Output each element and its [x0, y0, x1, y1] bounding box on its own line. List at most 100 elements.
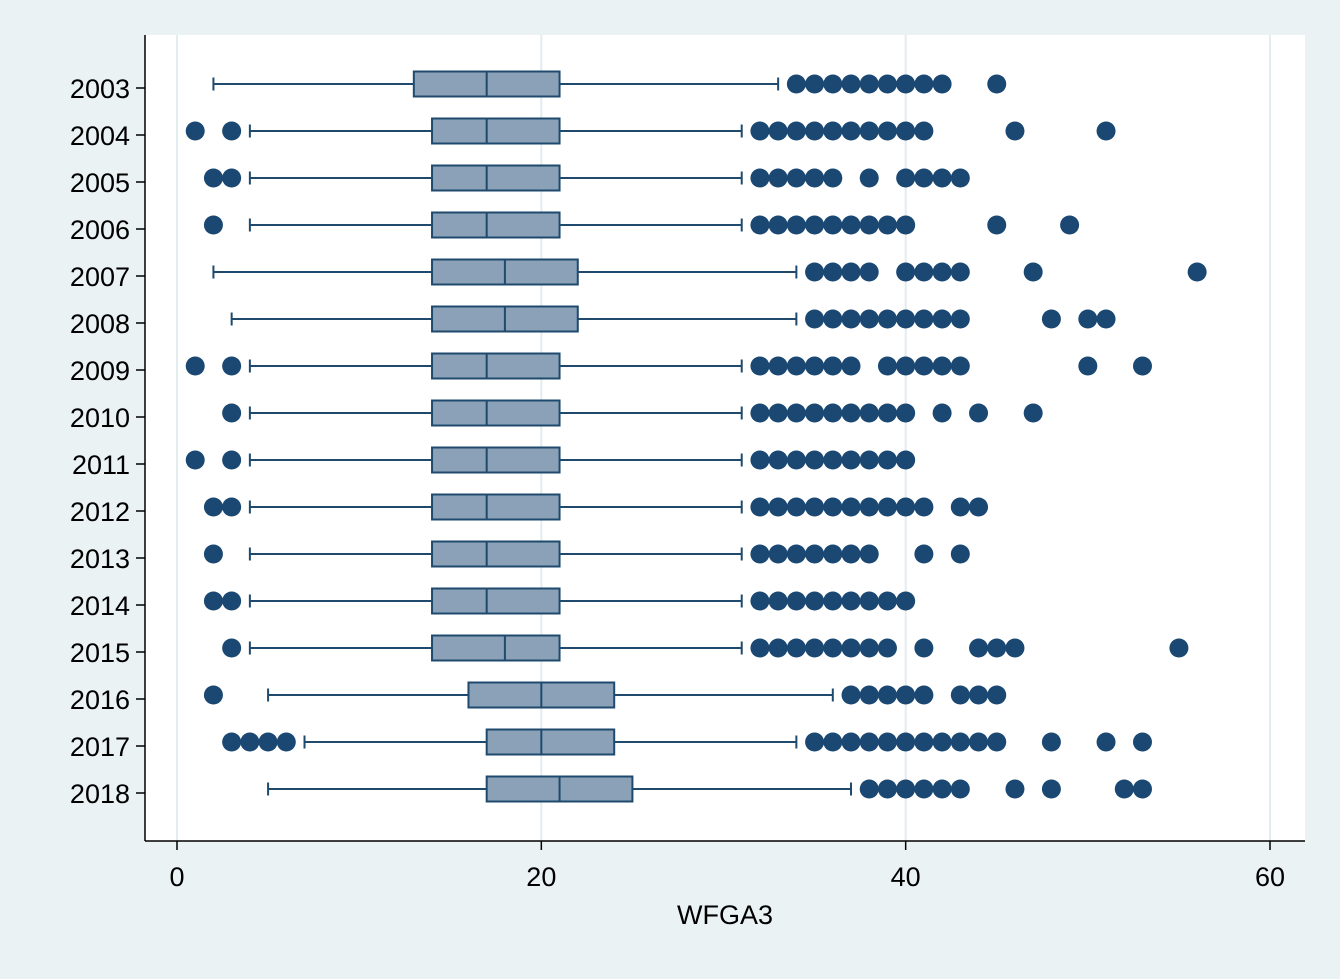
outlier-point: [203, 685, 223, 705]
outlier-point: [841, 591, 861, 611]
iqr-box: [431, 399, 561, 427]
outlier-point: [896, 732, 916, 752]
outlier-point: [877, 497, 897, 517]
iqr-box: [431, 587, 561, 615]
box-row: [212, 258, 1207, 286]
outlier-point: [823, 732, 843, 752]
outlier-point: [896, 309, 916, 329]
outlier-point: [1114, 779, 1134, 799]
outlier-point: [859, 779, 879, 799]
outlier-point: [823, 121, 843, 141]
outlier-point: [222, 121, 242, 141]
outlier-point: [877, 121, 897, 141]
outlier-point: [859, 591, 879, 611]
y-tick-label: 2012: [70, 497, 130, 527]
outlier-point: [240, 732, 260, 752]
outlier-point: [185, 450, 205, 470]
outlier-point: [841, 685, 861, 705]
outlier-point: [1060, 215, 1080, 235]
outlier-point: [203, 215, 223, 235]
outlier-point: [914, 685, 934, 705]
outlier-point: [932, 356, 952, 376]
outlier-point: [768, 450, 788, 470]
outlier-point: [987, 732, 1007, 752]
outlier-point: [750, 591, 770, 611]
iqr-box: [485, 728, 616, 756]
outlier-point: [805, 262, 825, 282]
outlier-point: [1023, 403, 1043, 423]
outlier-point: [222, 591, 242, 611]
outlier-point: [203, 544, 223, 564]
outlier-point: [768, 403, 788, 423]
outlier-point: [950, 779, 970, 799]
outlier-point: [950, 262, 970, 282]
outlier-point: [276, 732, 296, 752]
y-tick-label: 2009: [70, 356, 130, 386]
outlier-point: [786, 74, 806, 94]
outlier-point: [932, 168, 952, 188]
outlier-point: [750, 497, 770, 517]
outlier-point: [222, 638, 242, 658]
outlier-point: [859, 168, 879, 188]
outlier-point: [877, 450, 897, 470]
outlier-point: [914, 121, 934, 141]
outlier-point: [896, 450, 916, 470]
y-tick-label: 2016: [70, 685, 130, 715]
outlier-point: [896, 168, 916, 188]
outlier-point: [185, 121, 205, 141]
outlier-point: [823, 450, 843, 470]
outlier-point: [841, 74, 861, 94]
outlier-point: [877, 403, 897, 423]
outlier-point: [950, 732, 970, 752]
outlier-point: [1132, 732, 1152, 752]
outlier-point: [786, 450, 806, 470]
outlier-point: [877, 732, 897, 752]
outlier-point: [823, 497, 843, 517]
outlier-point: [969, 685, 989, 705]
tick-labels: 0 20 40 60 2003 2004 2005 2006 2007 2008 2009 2010 2…: [70, 74, 1285, 892]
outlier-point: [969, 403, 989, 423]
outlier-point: [896, 215, 916, 235]
outlier-point: [1096, 732, 1116, 752]
outlier-point: [950, 497, 970, 517]
iqr-box: [431, 164, 561, 192]
plot-area: [145, 35, 1305, 841]
box-row: [203, 587, 916, 615]
outlier-point: [914, 638, 934, 658]
box-row: [267, 775, 1152, 803]
outlier-point: [823, 215, 843, 235]
outlier-point: [896, 403, 916, 423]
outlier-point: [786, 544, 806, 564]
box-row: [203, 681, 1007, 709]
outlier-point: [222, 356, 242, 376]
iqr-box: [431, 493, 561, 521]
outlier-point: [841, 215, 861, 235]
outlier-point: [859, 450, 879, 470]
outlier-point: [805, 638, 825, 658]
outlier-point: [896, 779, 916, 799]
box-row: [212, 70, 1007, 98]
outlier-point: [786, 356, 806, 376]
outlier-point: [896, 262, 916, 282]
outlier-point: [932, 309, 952, 329]
y-tick-label: 2004: [70, 121, 130, 151]
outlier-point: [786, 121, 806, 141]
outlier-point: [786, 638, 806, 658]
box-row: [203, 540, 970, 568]
iqr-box: [431, 634, 561, 662]
outlier-point: [805, 356, 825, 376]
box-row: [203, 164, 970, 192]
outlier-point: [805, 168, 825, 188]
y-tick-label: 2015: [70, 638, 130, 668]
y-tick-label: 2006: [70, 215, 130, 245]
outlier-point: [859, 732, 879, 752]
outlier-point: [750, 356, 770, 376]
outlier-point: [786, 591, 806, 611]
outlier-point: [932, 732, 952, 752]
y-tick-label: 2010: [70, 403, 130, 433]
outlier-point: [805, 74, 825, 94]
outlier-point: [896, 74, 916, 94]
box-layer: [185, 70, 1207, 803]
outlier-point: [950, 685, 970, 705]
outlier-point: [932, 74, 952, 94]
